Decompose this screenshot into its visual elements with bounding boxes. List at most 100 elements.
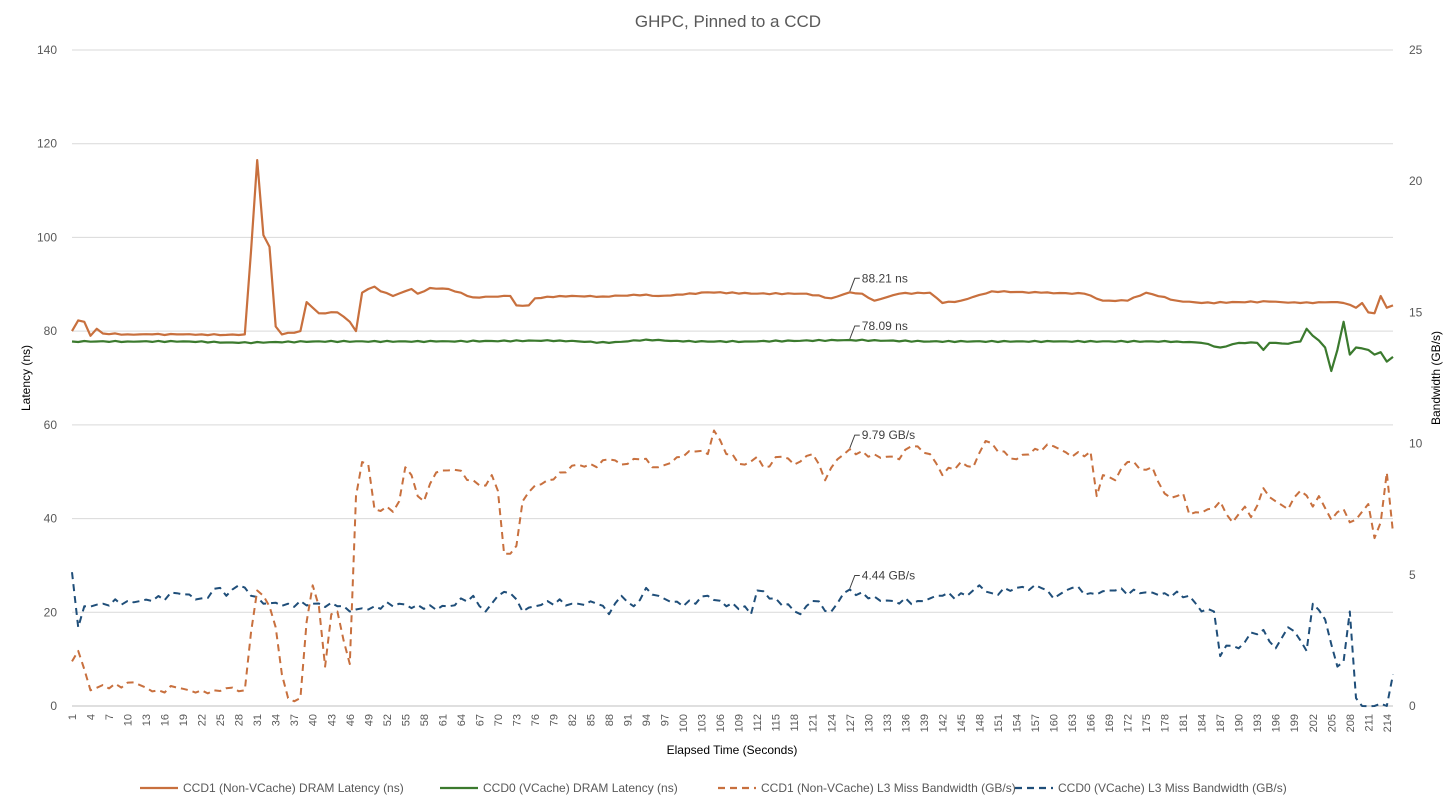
y-right-tick-label: 0 (1409, 699, 1416, 713)
y-axis-left-ticks: 0 20 40 60 80 100 120 140 (37, 43, 57, 713)
x-tick-label: 184 (1197, 714, 1209, 732)
annotation-label: 4.44 GB/s (862, 568, 915, 582)
x-tick-label: 163 (1067, 714, 1079, 732)
x-tick-label: 157 (1030, 714, 1042, 732)
x-tick-label: 67 (474, 714, 486, 726)
x-tick-label: 16 (160, 714, 172, 726)
x-tick-label: 82 (567, 714, 579, 726)
x-tick-label: 145 (956, 714, 968, 732)
legend-label: CCD1 (Non-VCache) L3 Miss Bandwidth (GB/… (761, 781, 1016, 795)
y-axis-left-label: Latency (ns) (19, 345, 33, 411)
y-left-tick-label: 120 (37, 137, 57, 151)
y-left-tick-label: 60 (44, 418, 58, 432)
y-right-tick-label: 5 (1409, 568, 1416, 582)
x-tick-label: 64 (456, 714, 468, 726)
chart-title: GHPC, Pinned to a CCD (635, 12, 821, 31)
y-right-tick-label: 25 (1409, 43, 1423, 57)
x-tick-label: 76 (530, 714, 542, 726)
x-tick-label: 46 (345, 714, 357, 726)
x-tick-label: 7 (104, 714, 116, 720)
x-tick-label: 10 (123, 714, 135, 726)
y-right-tick-label: 15 (1409, 305, 1423, 319)
x-tick-label: 202 (1308, 714, 1320, 732)
x-tick-label: 91 (623, 714, 635, 726)
series-line-2 (71, 320, 1394, 373)
y-left-tick-label: 40 (44, 512, 58, 526)
y-left-tick-label: 100 (37, 230, 57, 244)
y-axis-right-label: Bandwidth (GB/s) (1429, 331, 1443, 425)
x-tick-label: 187 (1215, 714, 1227, 732)
annotation-label: 88.21 ns (862, 271, 908, 285)
x-tick-label: 22 (197, 714, 209, 726)
x-tick-label: 31 (252, 714, 264, 726)
x-tick-label: 205 (1326, 714, 1338, 732)
x-tick-label: 79 (548, 714, 560, 726)
y-left-tick-label: 0 (50, 699, 57, 713)
annotations: 88.21 ns 78.09 ns 9.79 GB/s 4.44 GB/s (849, 271, 915, 589)
x-tick-label: 37 (289, 714, 301, 726)
y-left-tick-label: 140 (37, 43, 57, 57)
x-tick-label: 94 (641, 714, 653, 726)
x-tick-label: 13 (141, 714, 153, 726)
legend-label: CCD1 (Non-VCache) DRAM Latency (ns) (183, 781, 404, 795)
x-axis-label: Elapsed Time (Seconds) (667, 743, 798, 757)
x-tick-label: 1 (67, 714, 79, 720)
legend-label: CCD0 (VCache) DRAM Latency (ns) (483, 781, 678, 795)
x-tick-label: 199 (1289, 714, 1301, 732)
x-tick-label: 58 (419, 714, 431, 726)
annotation-leader (849, 277, 860, 292)
annotation-label: 78.09 ns (862, 319, 908, 333)
grid-lines (72, 49, 1393, 613)
x-tick-label: 43 (326, 714, 338, 726)
x-tick-label: 166 (1086, 714, 1098, 732)
series-layer (71, 159, 1394, 708)
x-tick-label: 88 (604, 714, 616, 726)
x-tick-label: 127 (845, 714, 857, 732)
x-tick-label: 19 (178, 714, 190, 726)
x-tick-label: 109 (734, 714, 746, 732)
y-left-tick-label: 80 (44, 324, 58, 338)
x-tick-label: 160 (1048, 714, 1060, 732)
x-tick-label: 70 (493, 714, 505, 726)
x-tick-label: 25 (215, 714, 227, 726)
x-tick-label: 115 (771, 714, 783, 732)
x-tick-label: 169 (1104, 714, 1116, 732)
x-tick-label: 34 (271, 714, 283, 726)
x-tick-label: 40 (308, 714, 320, 726)
x-tick-label: 121 (808, 714, 820, 732)
y-right-tick-label: 10 (1409, 437, 1423, 451)
x-tick-label: 55 (400, 714, 412, 726)
x-tick-label: 49 (363, 714, 375, 726)
x-tick-label: 28 (234, 714, 246, 726)
x-tick-label: 178 (1160, 714, 1172, 732)
x-tick-label: 112 (752, 714, 764, 732)
annotation-leader (849, 434, 860, 449)
x-tick-label: 73 (511, 714, 523, 726)
x-tick-label: 61 (437, 714, 449, 726)
x-tick-label: 136 (900, 714, 912, 732)
legend-label: CCD0 (VCache) L3 Miss Bandwidth (GB/s) (1058, 781, 1287, 795)
legend: CCD1 (Non-VCache) DRAM Latency (ns) CCD0 … (140, 781, 1287, 795)
x-tick-label: 193 (1252, 714, 1264, 732)
x-tick-label: 130 (863, 714, 875, 732)
x-tick-label: 196 (1271, 714, 1283, 732)
x-tick-label: 85 (586, 714, 598, 726)
x-tick-label: 118 (789, 714, 801, 732)
y-left-tick-label: 20 (44, 605, 58, 619)
y-right-tick-label: 20 (1409, 174, 1423, 188)
x-tick-label: 148 (974, 714, 986, 732)
x-tick-label: 214 (1382, 714, 1394, 732)
x-tick-label: 100 (678, 714, 690, 732)
x-tick-label: 190 (1234, 714, 1246, 732)
x-tick-label: 154 (1011, 714, 1023, 732)
series-line-1 (71, 159, 1394, 337)
y-axis-right-ticks: 0 5 10 15 20 25 (1409, 43, 1423, 713)
x-tick-label: 175 (1141, 714, 1153, 732)
x-tick-label: 208 (1345, 714, 1357, 732)
x-tick-label: 97 (660, 714, 672, 726)
x-tick-label: 133 (882, 714, 894, 732)
x-tick-label: 103 (697, 714, 709, 732)
x-tick-label: 52 (382, 714, 394, 726)
